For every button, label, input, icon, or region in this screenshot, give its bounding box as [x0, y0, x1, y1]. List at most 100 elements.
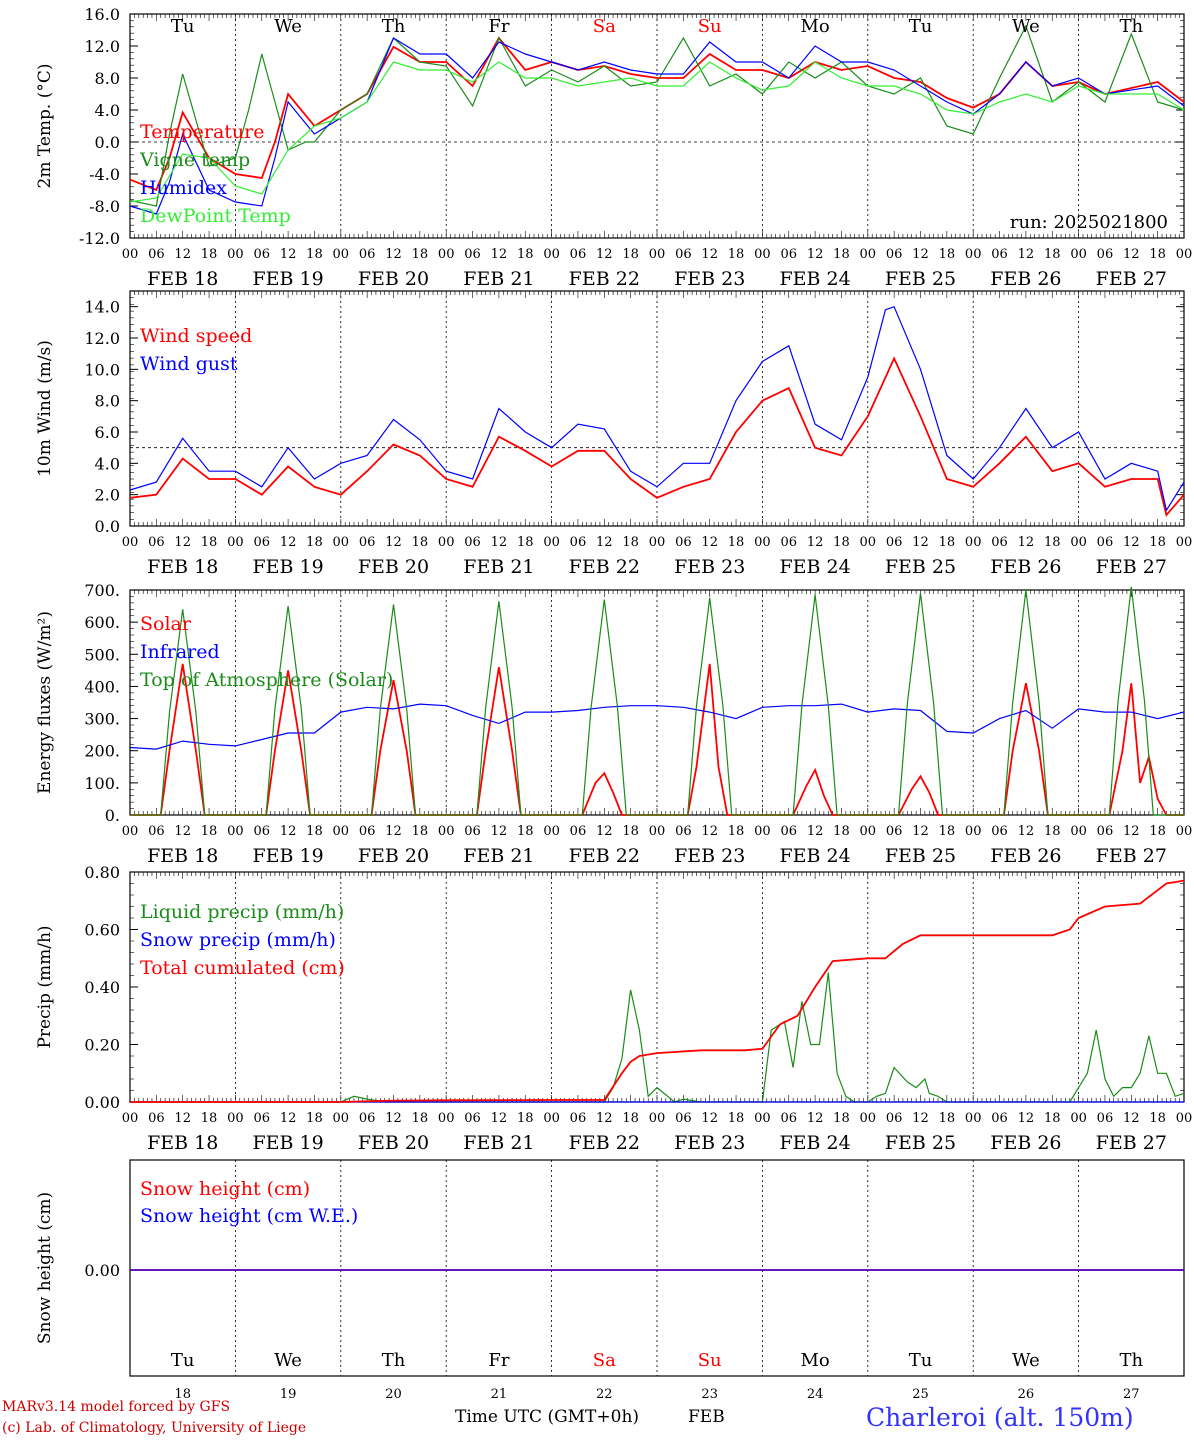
date-label: FEB 21 [463, 1132, 534, 1154]
hour-tick-label: 12 [1018, 535, 1035, 550]
hour-tick-label: 18 [939, 535, 956, 550]
legend-entry: Top of Atmosphere (Solar) [140, 669, 393, 691]
hour-tick-label: 18 [517, 247, 534, 262]
hour-tick-label: 06 [780, 824, 797, 839]
day-number-label: 21 [491, 1387, 508, 1402]
hour-tick-label: 06 [886, 247, 903, 262]
date-label: FEB 23 [674, 845, 745, 867]
hour-tick-label: 18 [622, 535, 639, 550]
hour-tick-label: 00 [649, 247, 666, 262]
hour-tick-label: 00 [649, 535, 666, 550]
hour-tick-label: 18 [622, 824, 639, 839]
hour-tick-label: 00 [649, 1111, 666, 1126]
y-axis-label: 10m Wind (m/s) [35, 340, 55, 477]
y-tick-label: 400. [84, 677, 120, 696]
weekday-label: Tu [171, 16, 195, 37]
hour-tick-label: 06 [886, 535, 903, 550]
legend-entry: Snow height (cm) [140, 1178, 310, 1200]
hour-tick-label: 12 [174, 1111, 191, 1126]
hour-tick-label: 06 [253, 535, 270, 550]
date-label: FEB 24 [779, 556, 850, 578]
hour-tick-label: 18 [622, 1111, 639, 1126]
hour-tick-label: 18 [201, 535, 218, 550]
y-tick-label: 16.0 [84, 5, 120, 24]
hour-tick-label: 00 [754, 535, 771, 550]
legend-entry: Wind speed [140, 325, 252, 347]
hour-tick-label: 06 [570, 535, 587, 550]
day-number-label: 19 [280, 1387, 297, 1402]
date-label: FEB 22 [569, 268, 640, 290]
hour-tick-label: 18 [939, 1111, 956, 1126]
y-tick-label: 12.0 [84, 37, 120, 56]
hour-tick-label: 12 [912, 1111, 929, 1126]
date-label: FEB 24 [779, 845, 850, 867]
hour-tick-label: 06 [570, 1111, 587, 1126]
y-tick-label: 14.0 [84, 298, 120, 317]
y-tick-label: 0.00 [84, 1093, 120, 1112]
hour-tick-label: 06 [675, 1111, 692, 1126]
hour-tick-label: 18 [306, 1111, 323, 1126]
hour-tick-label: 12 [174, 824, 191, 839]
hour-tick-label: 18 [201, 1111, 218, 1126]
y-tick-label: 500. [84, 645, 120, 664]
date-label: FEB 18 [147, 556, 218, 578]
date-label: FEB 23 [674, 556, 745, 578]
hour-tick-label: 18 [201, 247, 218, 262]
hour-tick-label: 18 [728, 824, 745, 839]
hour-tick-label: 18 [306, 535, 323, 550]
hour-tick-label: 18 [412, 247, 429, 262]
day-number-label: 18 [174, 1387, 191, 1402]
hour-tick-label: 18 [833, 824, 850, 839]
hour-tick-label: 06 [253, 824, 270, 839]
hour-tick-label: 12 [1123, 535, 1140, 550]
date-label: FEB 25 [885, 556, 956, 578]
hour-tick-label: 00 [543, 824, 560, 839]
date-label: FEB 25 [885, 845, 956, 867]
weekday-label: Tu [909, 1350, 933, 1371]
hour-tick-label: 18 [412, 535, 429, 550]
hour-tick-label: 00 [543, 247, 560, 262]
model-credit: MARv3.14 model forced by GFS [2, 1399, 231, 1415]
hour-tick-label: 06 [464, 824, 481, 839]
legend-entry: Infrared [140, 641, 220, 663]
hour-tick-label: 06 [359, 247, 376, 262]
lab-credit: (c) Lab. of Climatology, University of L… [2, 1420, 307, 1436]
hour-tick-label: 12 [491, 824, 508, 839]
y-tick-label: 0.0 [95, 517, 120, 536]
hour-tick-label: 18 [517, 535, 534, 550]
y-axis-label: Snow height (cm) [35, 1192, 55, 1344]
hour-tick-label: 06 [359, 824, 376, 839]
series-line-lightgreen [129, 61, 1185, 203]
run-label: run: 2025021800 [1010, 212, 1168, 233]
day-number-label: 24 [807, 1387, 824, 1402]
day-number-label: 25 [912, 1387, 929, 1402]
hour-tick-label: 06 [1097, 1111, 1114, 1126]
y-tick-label: 10.0 [84, 360, 120, 379]
hour-tick-label: 12 [385, 535, 402, 550]
hour-tick-label: 00 [227, 247, 244, 262]
hour-tick-label: 00 [1176, 824, 1193, 839]
hour-tick-label: 00 [543, 535, 560, 550]
y-tick-label: 200. [84, 742, 120, 761]
weekday-label: Th [382, 1350, 406, 1371]
hour-tick-label: 00 [1176, 247, 1193, 262]
hour-tick-label: 06 [991, 1111, 1008, 1126]
hour-tick-label: 00 [1070, 824, 1087, 839]
hour-tick-label: 12 [701, 247, 718, 262]
date-label: FEB 23 [674, 1132, 745, 1154]
date-label: FEB 26 [990, 556, 1061, 578]
y-tick-label: 0.20 [84, 1036, 120, 1055]
hour-tick-label: 18 [1149, 824, 1166, 839]
hour-tick-label: 06 [1097, 535, 1114, 550]
hour-tick-label: 18 [1044, 1111, 1061, 1126]
hour-tick-label: 06 [148, 535, 165, 550]
series-line-blue [129, 37, 1185, 215]
hour-tick-label: 06 [780, 1111, 797, 1126]
hour-tick-label: 12 [807, 535, 824, 550]
hour-tick-label: 18 [728, 1111, 745, 1126]
weekday-label: Tu [171, 1350, 195, 1371]
hour-tick-label: 18 [306, 247, 323, 262]
hour-tick-label: 12 [385, 247, 402, 262]
y-tick-label: 700. [84, 581, 120, 600]
hour-tick-label: 12 [1123, 824, 1140, 839]
